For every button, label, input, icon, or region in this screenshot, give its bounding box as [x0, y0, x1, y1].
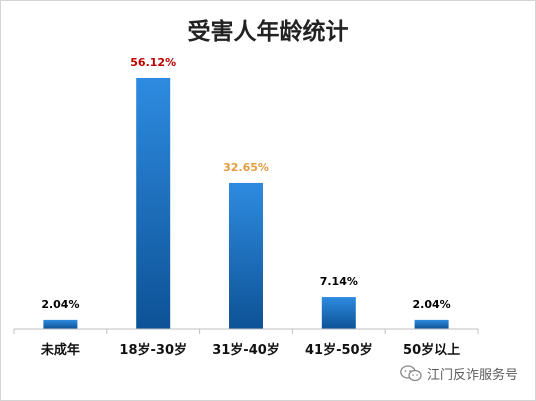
bars-group — [43, 77, 449, 329]
wechat-icon — [400, 365, 422, 382]
bar-2 — [229, 182, 263, 329]
category-label-2: 31岁-40岁 — [212, 342, 280, 358]
watermark-text: 江门反诈服务号 — [426, 368, 518, 383]
data-label-1: 56.12% — [130, 56, 176, 69]
bar-0 — [43, 319, 78, 329]
bar-3 — [321, 297, 356, 329]
data-label-2: 32.65% — [223, 161, 269, 174]
category-labels-group: 未成年 18岁-30岁 31岁-40岁 41岁-50岁 50岁以上 — [40, 342, 460, 358]
category-label-1: 18岁-30岁 — [119, 342, 187, 358]
bar-4 — [414, 319, 449, 329]
data-label-3: 7.14% — [320, 275, 358, 288]
category-label-4: 50岁以上 — [403, 342, 460, 358]
data-label-4: 2.04% — [413, 298, 451, 311]
x-axis-ticks — [13, 329, 479, 334]
data-labels-group: 2.04% 56.12% 32.65% 7.14% 2.04% — [41, 56, 450, 311]
bar-1 — [136, 77, 171, 329]
chart-title: 受害人年龄统计 — [187, 18, 349, 45]
data-label-0: 2.04% — [41, 298, 79, 311]
watermark: 江门反诈服务号 — [400, 364, 518, 383]
category-label-0: 未成年 — [40, 342, 80, 358]
category-label-3: 41岁-50岁 — [305, 342, 373, 358]
